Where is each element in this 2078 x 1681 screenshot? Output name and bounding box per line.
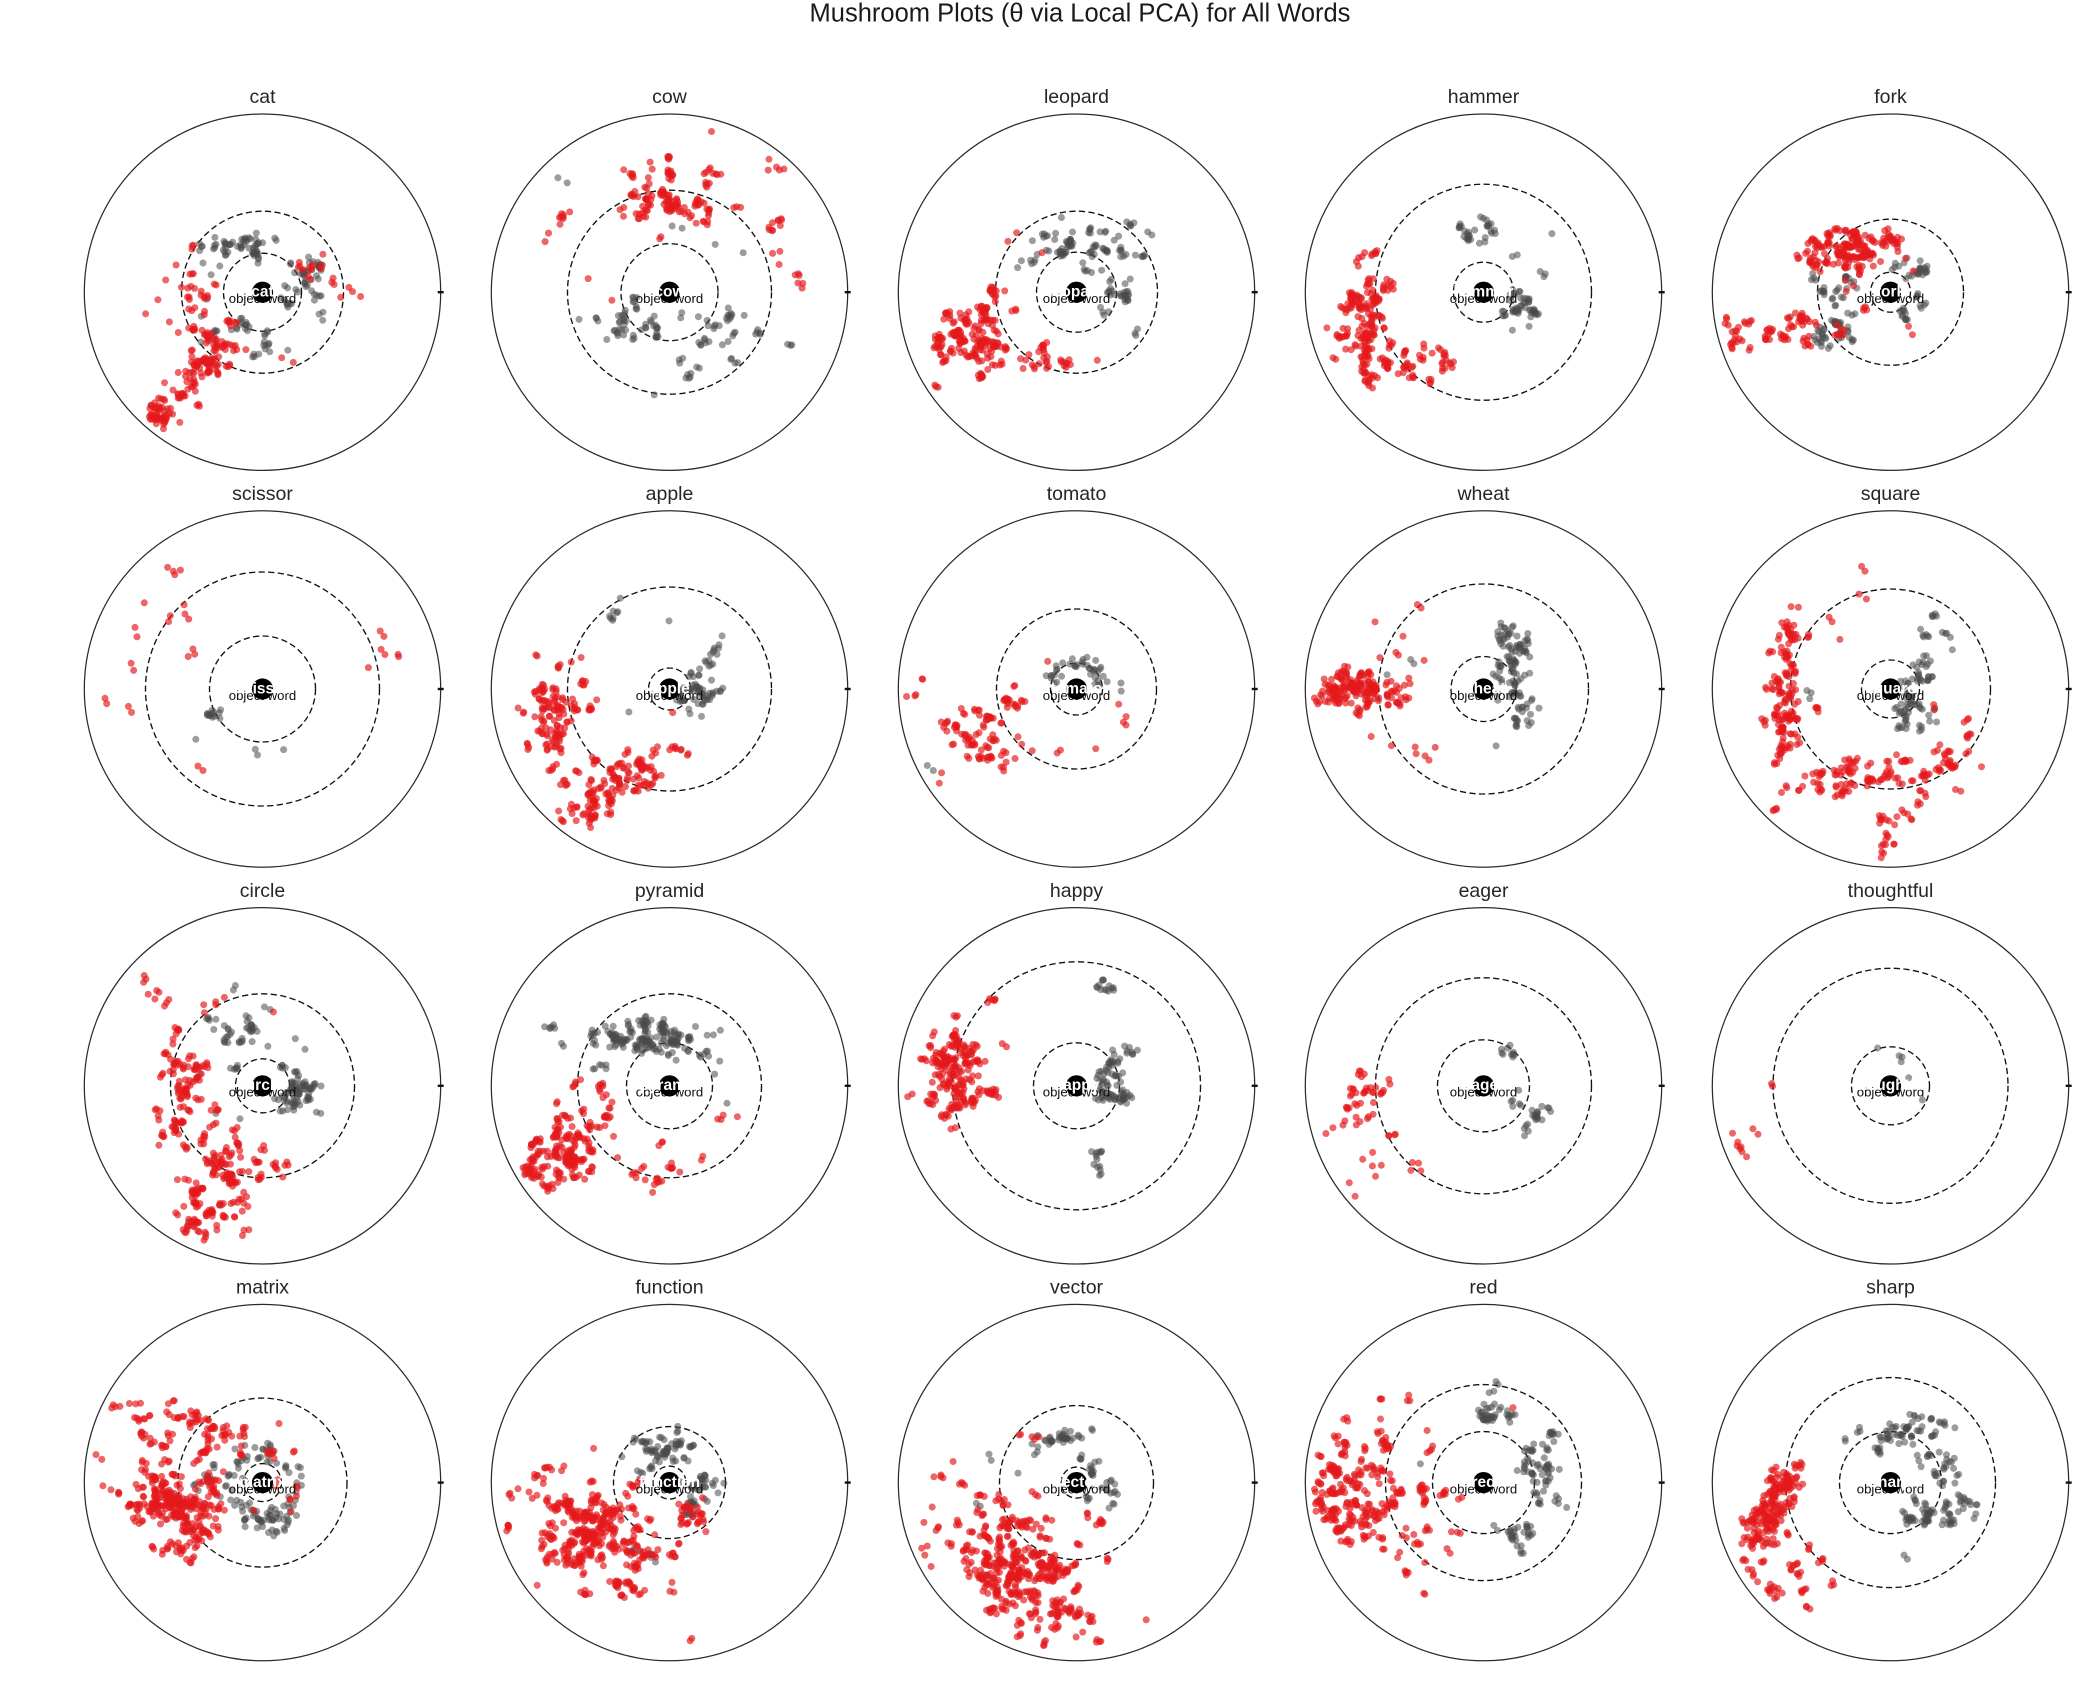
svg-text:cat: cat xyxy=(251,284,273,301)
svg-text:Mushroom Plots (θ via Local PC: Mushroom Plots (θ via Local PCA) for All… xyxy=(810,0,1351,28)
svg-text:pyramid: pyramid xyxy=(639,1077,699,1094)
svg-text:square: square xyxy=(1865,680,1916,697)
svg-text:tomato: tomato xyxy=(1047,483,1107,505)
svg-text:hammer: hammer xyxy=(1453,284,1513,301)
svg-text:pyramid: pyramid xyxy=(635,880,704,902)
svg-text:wheat: wheat xyxy=(1456,483,1510,505)
svg-text:apple: apple xyxy=(649,680,690,697)
svg-text:thoughtful: thoughtful xyxy=(1852,1077,1929,1094)
svg-text:cat: cat xyxy=(249,86,276,108)
svg-text:fork: fork xyxy=(1876,284,1906,301)
svg-text:happy: happy xyxy=(1054,1077,1100,1094)
svg-text:tomato: tomato xyxy=(1051,680,1103,697)
svg-text:circle: circle xyxy=(242,1077,283,1094)
svg-text:eager: eager xyxy=(1459,880,1509,902)
svg-text:matrix: matrix xyxy=(236,1277,289,1299)
svg-text:cow: cow xyxy=(654,284,685,301)
svg-text:leopard: leopard xyxy=(1049,284,1105,301)
svg-text:leopard: leopard xyxy=(1044,86,1109,108)
svg-text:fork: fork xyxy=(1874,86,1907,108)
svg-text:eager: eager xyxy=(1463,1077,1504,1094)
svg-text:wheat: wheat xyxy=(1461,680,1506,697)
svg-text:hammer: hammer xyxy=(1448,86,1520,108)
svg-text:happy: happy xyxy=(1050,880,1103,902)
svg-text:apple: apple xyxy=(646,483,694,505)
svg-text:scissor: scissor xyxy=(235,680,289,697)
svg-text:square: square xyxy=(1861,483,1921,505)
svg-text:thoughtful: thoughtful xyxy=(1848,880,1934,902)
svg-text:circle: circle xyxy=(240,880,286,902)
svg-text:cow: cow xyxy=(652,86,688,108)
svg-text:scissor: scissor xyxy=(232,483,293,505)
